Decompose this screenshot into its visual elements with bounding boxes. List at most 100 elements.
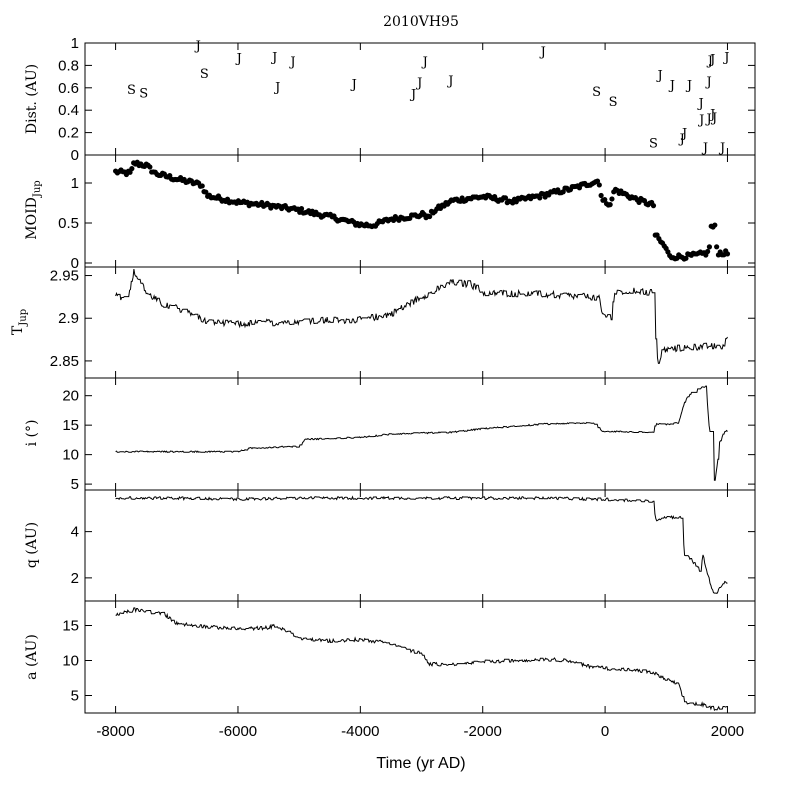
y-tick-label: 10	[62, 653, 79, 670]
y-axis-label-distance: Dist. (AU)	[24, 64, 40, 134]
encounter-marker: J	[415, 76, 422, 91]
plot-frame	[84, 154, 756, 268]
encounter-marker: J	[421, 55, 428, 70]
encounter-marker: J	[708, 108, 715, 123]
encounter-marker: S	[649, 137, 658, 152]
y-tick-label: 0	[71, 255, 79, 272]
x-tick-label: -4000	[341, 723, 379, 740]
encounter-marker: S	[609, 95, 618, 110]
y-tick-label: 0.4	[58, 102, 79, 119]
y-tick-label: 0	[71, 147, 79, 164]
moid-point	[199, 183, 205, 189]
moid-point	[714, 244, 720, 250]
y-tick-label: 0.6	[58, 80, 79, 97]
moid-point	[598, 192, 604, 199]
encounter-marker: J	[350, 77, 357, 92]
y-tick-label: 4	[71, 524, 79, 541]
y-tick-label: 0.5	[58, 215, 79, 232]
panel-perihelion: q (AU) 2 4	[24, 489, 756, 602]
encounter-marker: J	[705, 75, 712, 90]
encounter-marker: J	[194, 39, 201, 54]
x-tick-label: -2000	[464, 723, 502, 740]
moid-point	[537, 195, 543, 201]
y-tick-label: 0.2	[58, 125, 79, 142]
encounter-marker: J	[668, 78, 675, 93]
encounter-marker: J	[685, 78, 692, 93]
encounter-marker: J	[235, 52, 242, 67]
series-line	[115, 495, 728, 595]
encounter-marker: S	[139, 86, 148, 101]
moid-point	[609, 196, 615, 202]
encounter-marker: J	[656, 68, 663, 83]
y-tick-label: 2.9	[58, 310, 79, 327]
moid-point	[650, 203, 657, 209]
panel-semimajor-axis: a (AU) 5 10 15 -8000 -6000 -4000 -2000 0 2000	[24, 600, 756, 740]
moid-point	[203, 189, 209, 195]
encounter-marker: J	[697, 113, 704, 128]
panel-tisserand-jupiter: TJup 2.85 2.9 2.95	[10, 266, 756, 379]
panel-inclination: i (°) 5 10 15 20	[24, 377, 756, 493]
encounter-marker: J	[701, 141, 708, 156]
moid-point	[594, 178, 601, 184]
y-tick-label: 10	[62, 447, 79, 464]
encounter-marker: S	[592, 85, 601, 100]
y-axis-label-perihelion: q (AU)	[24, 522, 40, 568]
moid-point	[706, 244, 713, 250]
moid-point	[602, 196, 608, 203]
moid-point	[596, 182, 602, 188]
y-tick-label: 1	[71, 35, 79, 52]
encounter-marker: J	[705, 112, 712, 127]
encounter-marker: J	[708, 53, 715, 68]
x-axis-label: Time (yr AD)	[376, 755, 465, 772]
moid-point	[427, 213, 433, 220]
encounter-marker: J	[680, 127, 687, 142]
y-tick-label: 1	[71, 175, 79, 192]
moid-point	[129, 166, 135, 172]
moid-point	[298, 206, 305, 212]
x-tick-label: -8000	[96, 723, 134, 740]
plot-frame	[84, 600, 756, 714]
series-line	[115, 269, 728, 364]
encounter-marker: J	[446, 74, 453, 89]
encounter-marker: J	[710, 111, 717, 126]
moid-point	[502, 195, 509, 201]
plot-frame	[84, 266, 756, 379]
y-axis-label-tisserand: TJup	[10, 309, 29, 335]
x-tick-label: 2000	[711, 723, 744, 740]
y-tick-label: 5	[71, 476, 79, 493]
series-line	[115, 607, 728, 712]
y-tick-label: 5	[71, 688, 79, 705]
y-tick-label: 15	[62, 417, 79, 434]
encounter-marker: J	[273, 81, 280, 96]
encounter-marker: J	[706, 54, 713, 69]
encounter-marker: S	[127, 83, 136, 98]
y-tick-label: 2	[71, 570, 79, 587]
panel-moid-jupiter: MOIDJup 0 0.5 1	[24, 154, 756, 272]
encounter-marker: J	[722, 50, 729, 65]
moid-point	[705, 248, 711, 255]
encounter-marker: J	[718, 141, 725, 156]
y-tick-label: 0.8	[58, 57, 79, 74]
plot-frame	[84, 377, 756, 491]
encounter-marker: J	[288, 55, 295, 70]
y-axis-label-moid: MOIDJup	[24, 180, 43, 239]
y-tick-label: 2.85	[50, 353, 79, 370]
moid-point	[712, 222, 718, 228]
x-tick-label: -6000	[219, 723, 257, 740]
moid-point	[724, 251, 731, 257]
x-tick-label: 0	[601, 723, 609, 740]
y-tick-label: 15	[62, 618, 79, 635]
moid-point	[607, 202, 613, 208]
y-axis-label-inclination: i (°)	[24, 420, 40, 447]
series-line	[115, 385, 728, 481]
figure-title: 2010VH95	[383, 14, 459, 30]
encounter-marker: J	[678, 132, 685, 147]
encounter-marker: J	[270, 50, 277, 65]
y-axis-label-semimajor-axis: a (AU)	[24, 634, 40, 680]
encounter-marker: S	[200, 67, 209, 82]
encounter-marker: J	[409, 87, 416, 102]
moid-point	[147, 164, 153, 170]
moid-point	[683, 255, 689, 261]
